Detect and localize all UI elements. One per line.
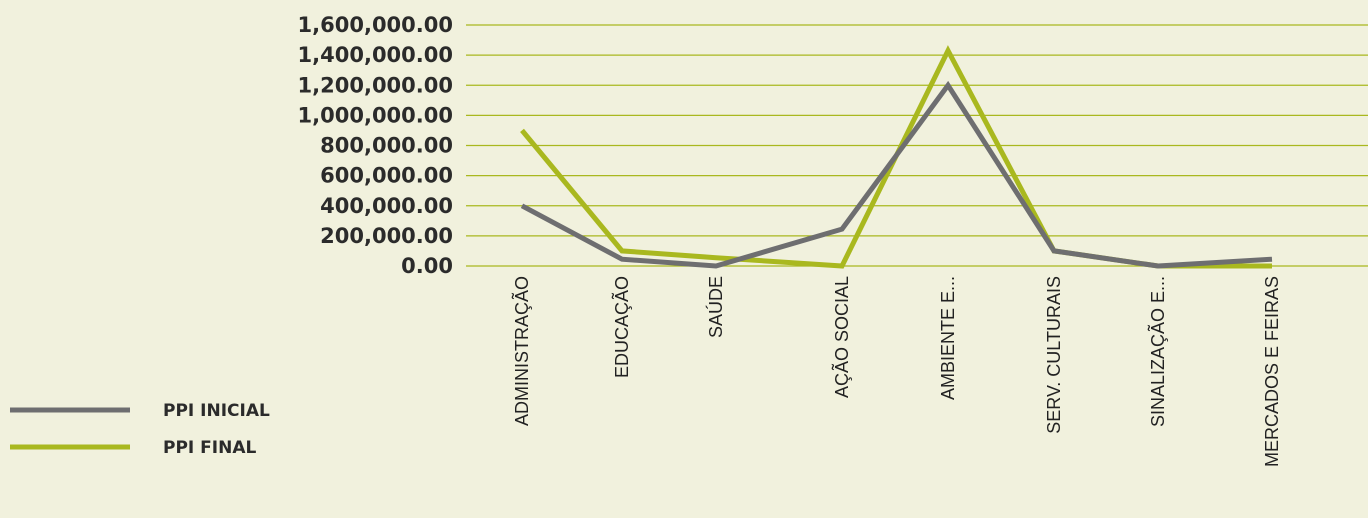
legend-label: PPI INICIAL — [163, 401, 270, 421]
x-tick-label: SINALIZAÇÃO E... — [1147, 276, 1168, 427]
x-tick-label: AÇÃO SOCIAL — [831, 276, 852, 398]
x-tick-label: ADMINISTRAÇÃO — [511, 276, 532, 426]
y-tick-label: 0.00 — [401, 254, 453, 278]
y-tick-label: 1,400,000.00 — [298, 43, 453, 67]
y-tick-label: 400,000.00 — [320, 194, 453, 218]
legend-label: PPI FINAL — [163, 438, 256, 458]
x-axis-tick-labels: ADMINISTRAÇÃO EDUCAÇÃO SAÚDE AÇÃO SOCIAL AMB… — [511, 276, 1282, 467]
legend: PPI INICIAL PPI FINAL — [10, 401, 270, 458]
y-tick-label: 800,000.00 — [320, 134, 453, 158]
y-tick-label: 1,600,000.00 — [298, 13, 453, 37]
x-tick-label: SAÚDE — [705, 276, 726, 338]
y-tick-label: 1,000,000.00 — [298, 103, 453, 127]
y-tick-label: 1,200,000.00 — [298, 73, 453, 97]
x-tick-label: AMBIENTE E... — [938, 276, 958, 400]
series-line — [520, 80, 1273, 269]
x-tick-label: EDUCAÇÃO — [611, 276, 632, 378]
y-axis-tick-labels: 0.00 200,000.00 400,000.00 600,000.00 800,00… — [298, 13, 453, 278]
series-lines — [520, 45, 1273, 269]
y-tick-label: 200,000.00 — [320, 224, 453, 248]
x-tick-label: SERV. CULTURAIS — [1044, 276, 1064, 434]
x-tick-label: MERCADOS E FEIRAS — [1262, 276, 1282, 467]
y-tick-label: 600,000.00 — [320, 164, 453, 188]
